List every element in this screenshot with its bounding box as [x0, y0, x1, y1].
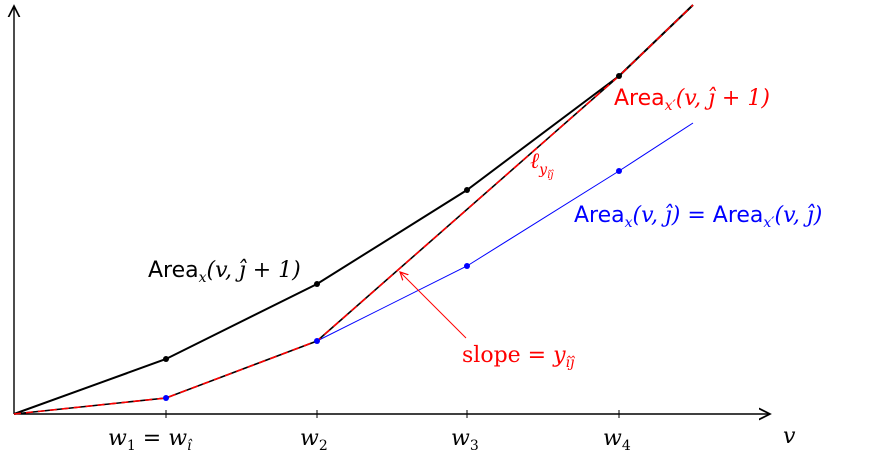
label-ell: ℓyîĵ: [530, 149, 554, 181]
area-lower-curve: [13, 122, 694, 415]
tick-label-w1: w1 = wî: [108, 426, 193, 454]
lower-point-w3: [464, 263, 470, 269]
lower-point-w1: [163, 395, 169, 401]
label-area-lower: Areax(v, ĵ) = Areax′(v, ĵ): [574, 203, 822, 231]
upper-point-w1: [163, 356, 169, 362]
label-slope: slope = yîĵ: [462, 343, 576, 371]
label-area-upper: Areax(v, ĵ + 1): [148, 258, 301, 286]
tick-label-w3: w3: [451, 426, 479, 454]
lower-point-w2: [314, 338, 320, 344]
tick-label-w2: w2: [300, 426, 328, 454]
upper-point-w3: [464, 187, 470, 193]
x-axis-label: v: [783, 424, 796, 449]
label-area-xprime: Areax′(v, ĵ + 1): [614, 86, 770, 114]
upper-point-w2: [314, 281, 320, 287]
tick-label-w4: w4: [603, 426, 631, 454]
slope-arrow: [400, 272, 467, 339]
upper-point-w4: [616, 73, 622, 79]
lower-point-w4: [616, 168, 622, 174]
